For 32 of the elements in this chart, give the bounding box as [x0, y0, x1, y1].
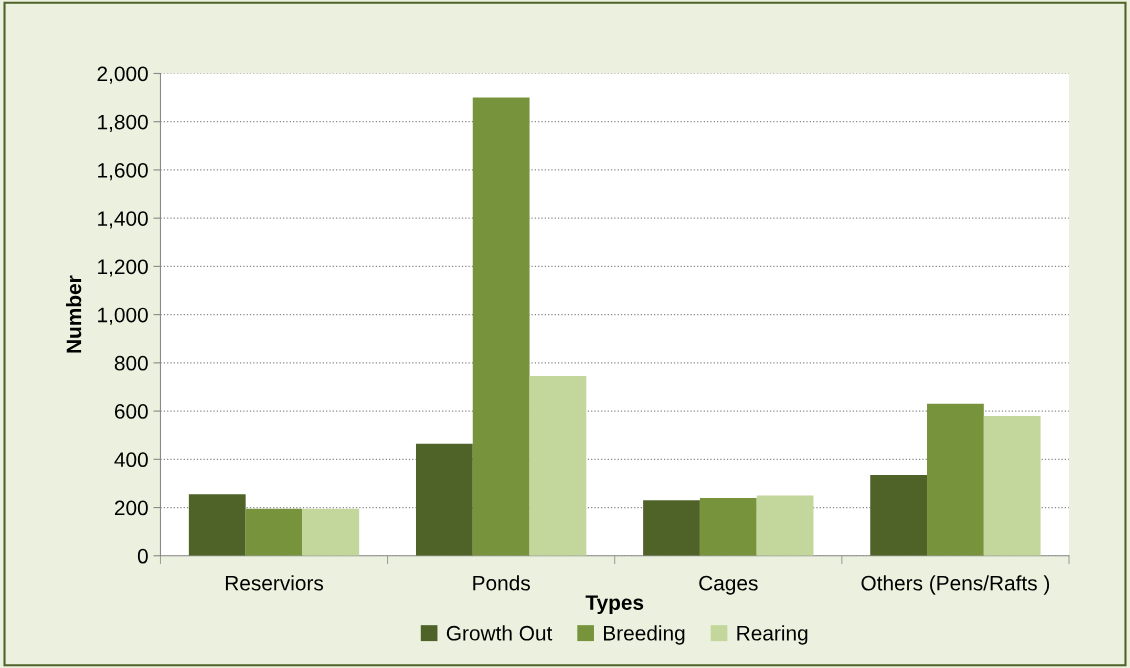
bar	[983, 415, 1041, 556]
y-tick-label: 2,000	[97, 66, 148, 84]
bar	[643, 500, 700, 556]
y-tick-label: 1,600	[98, 162, 148, 181]
y-tick-label: 0	[137, 548, 148, 564]
bar	[756, 495, 814, 556]
bar	[472, 97, 530, 556]
legend-label: Rearing	[737, 625, 808, 645]
bar	[415, 443, 473, 556]
bar	[529, 376, 587, 556]
y-tick-label: 400	[114, 452, 148, 468]
x-tick-label: Reserviors	[225, 575, 324, 591]
y-tick-label: 800	[114, 355, 148, 371]
x-tick-label: Others (Pens/Rafts )	[861, 575, 1050, 595]
y-tick-label: 1,800	[98, 114, 148, 132]
x-tick-label: Ponds	[473, 575, 530, 591]
y-tick-label: 1,200	[98, 259, 148, 277]
legend-label: Growth Out	[446, 625, 553, 641]
x-axis-title: Types	[585, 595, 644, 615]
y-tick-label: 200	[114, 500, 148, 516]
bar	[927, 403, 984, 556]
legend-label: Breeding	[604, 625, 685, 645]
bar	[188, 494, 246, 556]
x-tick-label: Cages	[699, 575, 758, 595]
bar	[870, 474, 928, 556]
y-tick-label: 1,400	[98, 211, 148, 229]
bar	[699, 497, 757, 556]
bar	[245, 508, 303, 556]
y-tick-label: 1,000	[98, 307, 148, 325]
y-axis-title: Number	[65, 275, 82, 353]
y-tick-label: 600	[114, 404, 148, 419]
bar	[302, 508, 360, 556]
